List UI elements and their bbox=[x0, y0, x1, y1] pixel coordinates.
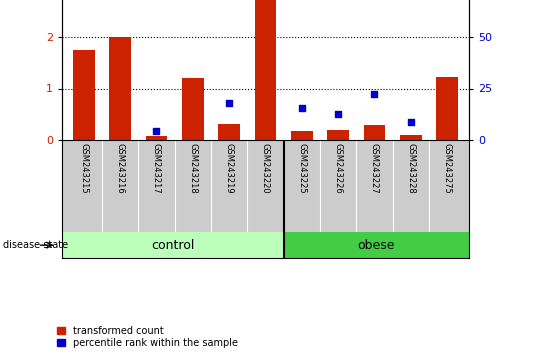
Text: obese: obese bbox=[357, 239, 395, 252]
Point bbox=[298, 105, 306, 111]
Text: disease state: disease state bbox=[3, 240, 68, 250]
Bar bbox=[284, 232, 469, 258]
Point bbox=[225, 100, 233, 106]
Text: GSM243215: GSM243215 bbox=[79, 143, 88, 193]
Text: GSM243218: GSM243218 bbox=[188, 143, 197, 193]
Text: GSM243228: GSM243228 bbox=[406, 143, 415, 193]
Text: GSM243217: GSM243217 bbox=[152, 143, 161, 193]
Bar bbox=[291, 131, 313, 140]
Bar bbox=[146, 136, 167, 140]
Bar bbox=[254, 0, 277, 140]
Text: GSM243226: GSM243226 bbox=[334, 143, 343, 193]
Point bbox=[152, 128, 161, 133]
Text: GSM243225: GSM243225 bbox=[298, 143, 306, 193]
Point bbox=[406, 119, 415, 125]
Point bbox=[334, 111, 342, 117]
Text: GSM243216: GSM243216 bbox=[116, 143, 125, 193]
Text: GSM243219: GSM243219 bbox=[225, 143, 233, 193]
Bar bbox=[218, 125, 240, 140]
Text: control: control bbox=[151, 239, 195, 252]
Text: GSM243220: GSM243220 bbox=[261, 143, 270, 193]
Bar bbox=[327, 130, 349, 140]
Bar bbox=[73, 50, 95, 140]
Bar bbox=[400, 135, 421, 140]
Bar bbox=[109, 37, 131, 140]
Legend: transformed count, percentile rank within the sample: transformed count, percentile rank withi… bbox=[56, 325, 239, 349]
Text: GSM243227: GSM243227 bbox=[370, 143, 379, 193]
Bar bbox=[364, 125, 385, 140]
Text: GSM243275: GSM243275 bbox=[443, 143, 452, 193]
Bar bbox=[182, 78, 204, 140]
Point bbox=[370, 91, 379, 97]
Bar bbox=[436, 77, 458, 140]
Bar bbox=[62, 232, 284, 258]
